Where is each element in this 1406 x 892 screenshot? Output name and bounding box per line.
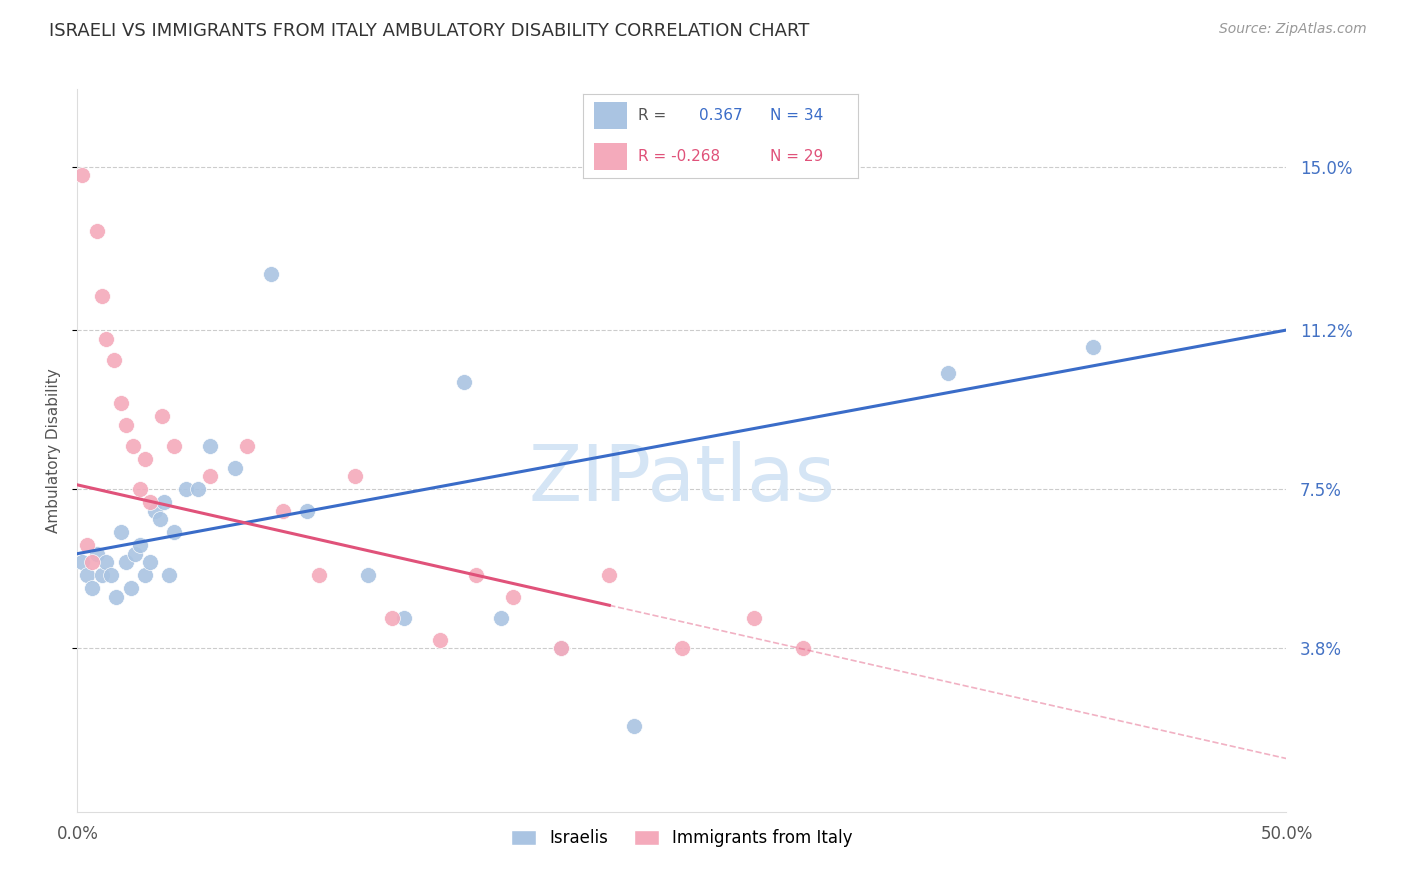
Point [120, 581, 142, 595]
Point [598, 568, 620, 582]
Point [163, 439, 186, 453]
Point [344, 469, 367, 483]
Point [153, 495, 176, 509]
Point [80, 581, 103, 595]
Point [110, 396, 132, 410]
Point [502, 590, 524, 604]
Point [105, 590, 128, 604]
Point [465, 568, 488, 582]
Point [70, 168, 93, 182]
Point [150, 409, 173, 423]
Point [308, 568, 330, 582]
Point [86, 224, 108, 238]
Bar [595, 103, 627, 129]
Text: ISRAELI VS IMMIGRANTS FROM ITALY AMBULATORY DISABILITY CORRELATION CHART: ISRAELI VS IMMIGRANTS FROM ITALY AMBULAT… [49, 22, 810, 40]
Point [76, 568, 98, 582]
Point [114, 417, 136, 432]
Point [671, 641, 693, 656]
Text: Source: ZipAtlas.com: Source: ZipAtlas.com [1219, 22, 1367, 37]
Point [90, 568, 112, 582]
Point [96, 332, 118, 346]
Point [792, 641, 814, 656]
Point [429, 632, 451, 647]
Point [550, 641, 572, 656]
Point [157, 568, 180, 582]
Text: R = -0.268: R = -0.268 [638, 149, 720, 164]
Text: R =: R = [638, 108, 666, 123]
Point [148, 512, 170, 526]
Point [174, 482, 197, 496]
Point [70, 555, 93, 569]
Text: N = 29: N = 29 [770, 149, 823, 164]
Point [295, 503, 318, 517]
Point [623, 719, 645, 733]
Point [76, 538, 98, 552]
Point [163, 525, 186, 540]
Point [129, 482, 152, 496]
Point [200, 439, 222, 453]
Bar [595, 143, 627, 169]
Point [235, 439, 257, 453]
Point [200, 469, 222, 483]
Point [86, 547, 108, 561]
Point [139, 495, 162, 509]
Point [224, 460, 246, 475]
Point [489, 611, 512, 625]
Y-axis label: Ambulatory Disability: Ambulatory Disability [46, 368, 62, 533]
Point [260, 267, 283, 281]
Point [129, 538, 152, 552]
Point [187, 482, 209, 496]
Point [453, 375, 475, 389]
Point [1081, 340, 1104, 354]
Point [103, 353, 125, 368]
Point [143, 503, 166, 517]
Point [271, 503, 294, 517]
Point [80, 555, 103, 569]
Point [356, 568, 378, 582]
Point [100, 568, 122, 582]
Point [110, 525, 132, 540]
Point [134, 452, 156, 467]
Legend: Israelis, Immigrants from Italy: Israelis, Immigrants from Italy [505, 822, 859, 854]
Point [96, 555, 118, 569]
Point [114, 555, 136, 569]
Point [134, 568, 156, 582]
Point [744, 611, 766, 625]
Point [124, 547, 146, 561]
Text: ZIPatlas: ZIPatlas [529, 442, 835, 517]
Point [550, 641, 572, 656]
Point [122, 439, 145, 453]
Point [392, 611, 415, 625]
Point [936, 366, 959, 380]
Point [381, 611, 404, 625]
Point [139, 555, 162, 569]
Text: 0.367: 0.367 [699, 108, 742, 123]
Point [90, 288, 112, 302]
Text: N = 34: N = 34 [770, 108, 823, 123]
